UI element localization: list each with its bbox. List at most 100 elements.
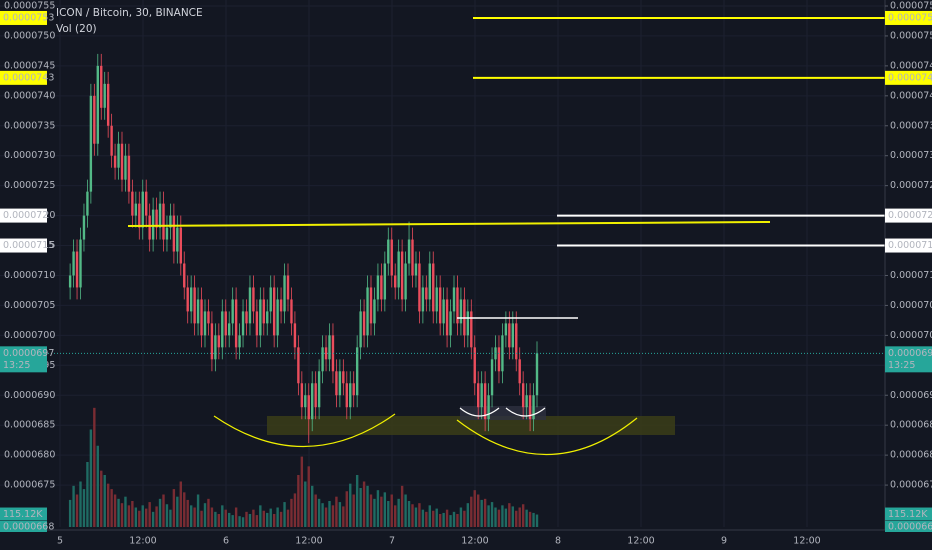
candle-body	[373, 299, 376, 324]
volume-bar	[131, 501, 134, 527]
candle-body	[483, 383, 487, 420]
price-line-label: 0.0000715	[3, 240, 54, 251]
volume-bar	[342, 506, 345, 527]
candle-body	[234, 299, 238, 348]
volume-bar	[335, 496, 338, 527]
candle-body	[189, 287, 193, 312]
candle-body	[425, 287, 428, 300]
volume-bar	[158, 498, 162, 527]
volume-bar	[494, 507, 497, 527]
volume-bar	[383, 492, 387, 527]
volume-bar	[68, 499, 72, 527]
candle-body	[490, 359, 494, 396]
volume-bar	[477, 494, 480, 527]
volume-bar	[338, 502, 342, 527]
y-tick-label: 0.0000735	[4, 120, 55, 131]
label-box	[885, 10, 932, 25]
volume-bar	[349, 483, 352, 527]
y-tick-label: 0.0000750	[890, 30, 932, 41]
volume-bar	[414, 507, 418, 527]
x-tick-label: 8	[555, 536, 561, 547]
candle-body	[470, 311, 473, 348]
volume-bar	[518, 507, 521, 527]
volume-bar	[404, 494, 407, 527]
volume-bar	[314, 494, 317, 527]
volume-bar	[435, 508, 438, 527]
candle-body	[127, 155, 131, 192]
candle-body	[241, 311, 245, 336]
volume-bar	[508, 503, 511, 527]
x-tick-label: 5	[57, 536, 63, 547]
label-box	[0, 238, 47, 253]
candle-body	[151, 209, 155, 240]
candle-body	[400, 251, 404, 300]
candle-body	[428, 263, 431, 300]
volume-bar	[521, 504, 525, 527]
candle-body	[238, 335, 241, 348]
candle-body	[186, 287, 189, 312]
candle-body	[525, 395, 528, 408]
volume-bar	[317, 498, 321, 527]
volume-bar	[528, 511, 532, 527]
candle-body	[466, 311, 470, 336]
candle-body	[477, 383, 480, 408]
volume-bar	[321, 503, 324, 527]
volume-bar	[355, 475, 359, 527]
candle-body	[245, 311, 248, 324]
volume-bar	[359, 488, 362, 527]
price-line-label: 0.0000715	[888, 240, 932, 251]
volume-bar	[176, 496, 179, 527]
y-tick-label: 0.0000730	[890, 150, 932, 161]
y-tick-label: 0.0000755	[4, 0, 55, 11]
candle-body	[68, 275, 72, 288]
candles	[68, 53, 539, 444]
candle-body	[255, 311, 259, 336]
y-tick-label: 0.0000755	[890, 0, 932, 11]
candle-body	[338, 371, 342, 396]
candle-body	[480, 383, 483, 408]
y-tick-label: 0.0000730	[4, 150, 55, 161]
candle-body	[328, 335, 331, 360]
candle-body	[342, 371, 345, 384]
volume-bar	[248, 514, 252, 527]
cup-arc-right	[456, 417, 638, 456]
label-box	[885, 70, 932, 85]
price-line-label: 0.0000743	[3, 72, 54, 83]
candle-body	[120, 143, 124, 180]
candle-body	[79, 239, 82, 288]
trend-line	[127, 221, 771, 227]
y-tick-label: 0.0000740	[4, 90, 55, 101]
countdown-label: 13:25	[3, 360, 30, 371]
volume-bar	[279, 511, 283, 527]
volume-bar	[82, 489, 86, 527]
volume-bar	[103, 475, 106, 527]
candle-body	[200, 299, 203, 336]
y-tick-label: 0.0000740	[890, 90, 932, 101]
candle-body	[376, 275, 380, 300]
candle-body	[432, 263, 435, 312]
candle-body	[307, 395, 310, 420]
candle-body	[404, 263, 407, 300]
volume-bar	[124, 496, 127, 527]
candle-body	[521, 383, 525, 408]
candle-body	[179, 227, 182, 264]
last-price-label: 0.0000697	[888, 348, 932, 359]
candle-body	[380, 275, 383, 300]
volume-bar	[328, 501, 331, 527]
candle-body	[331, 335, 335, 372]
candle-body	[259, 299, 262, 336]
candle-body	[407, 239, 411, 264]
right-axis	[885, 0, 932, 550]
volume-bar	[138, 510, 141, 527]
x-tick-label: 12:00	[461, 536, 488, 547]
candle-body	[103, 83, 106, 108]
price-line-label: 0.0000753	[888, 12, 932, 23]
y-tick-label: 0.0000710	[4, 270, 55, 281]
volume-bar	[217, 514, 221, 527]
indicator-label: Vol (20)	[56, 23, 97, 35]
chart-title: ICON / Bitcoin, 30, BINANCE	[56, 7, 203, 19]
volume-bar	[293, 493, 297, 527]
volume-bar	[255, 515, 259, 527]
volume-bar	[266, 512, 269, 527]
candle-body	[266, 311, 269, 324]
